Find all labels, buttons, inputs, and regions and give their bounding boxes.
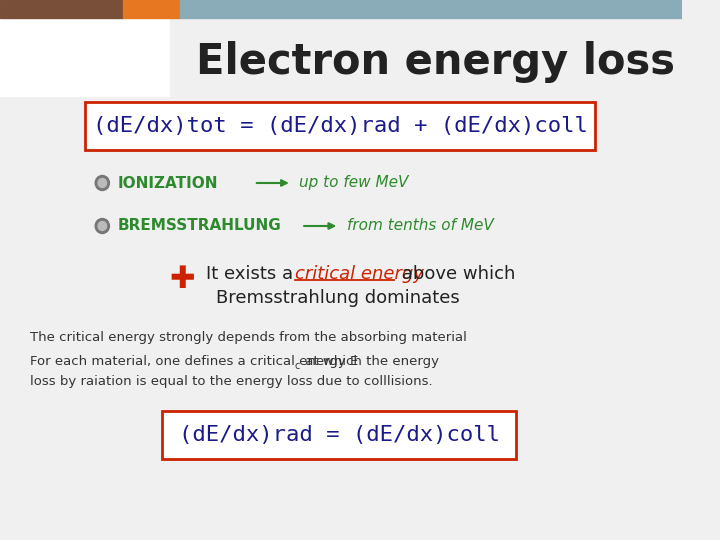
Text: Bremsstrahlung dominates: Bremsstrahlung dominates — [216, 289, 459, 307]
Text: (dE/dx)tot = (dE/dx)rad + (dE/dx)coll: (dE/dx)tot = (dE/dx)rad + (dE/dx)coll — [93, 116, 588, 136]
Circle shape — [98, 221, 107, 231]
Text: The critical energy strongly depends from the absorbing material: The critical energy strongly depends fro… — [30, 330, 467, 343]
FancyBboxPatch shape — [85, 102, 595, 150]
Text: loss by raiation is equal to the energy loss due to colllisions.: loss by raiation is equal to the energy … — [30, 375, 433, 388]
Text: It exists a: It exists a — [207, 265, 305, 283]
Text: (dE/dx)rad = (dE/dx)coll: (dE/dx)rad = (dE/dx)coll — [179, 425, 500, 445]
Circle shape — [95, 176, 109, 191]
Text: up to few MeV: up to few MeV — [300, 176, 409, 191]
Bar — [123, 0, 180, 18]
Text: BREMSSTRAHLUNG: BREMSSTRAHLUNG — [117, 219, 282, 233]
Text: from tenths of MeV: from tenths of MeV — [347, 219, 493, 233]
Text: critical energy: critical energy — [294, 265, 423, 283]
Text: above which: above which — [396, 265, 516, 283]
Text: IONIZATION: IONIZATION — [117, 176, 218, 191]
Circle shape — [95, 219, 109, 233]
Text: ✚: ✚ — [169, 265, 194, 294]
Text: For each material, one defines a critical energy E: For each material, one defines a critica… — [30, 355, 359, 368]
Bar — [180, 0, 682, 18]
Text: Electron energy loss: Electron energy loss — [197, 41, 675, 83]
FancyBboxPatch shape — [162, 411, 516, 459]
Bar — [0, 18, 168, 96]
Circle shape — [98, 179, 107, 187]
Text: at which the energy: at which the energy — [301, 355, 438, 368]
Text: hic sunt futura: hic sunt futura — [58, 80, 113, 89]
Text: UNIVERSITÀ
DEGLI STUDI
DI UDINE: UNIVERSITÀ DEGLI STUDI DI UDINE — [50, 38, 120, 71]
Text: c: c — [294, 361, 300, 371]
Bar — [0, 0, 123, 18]
